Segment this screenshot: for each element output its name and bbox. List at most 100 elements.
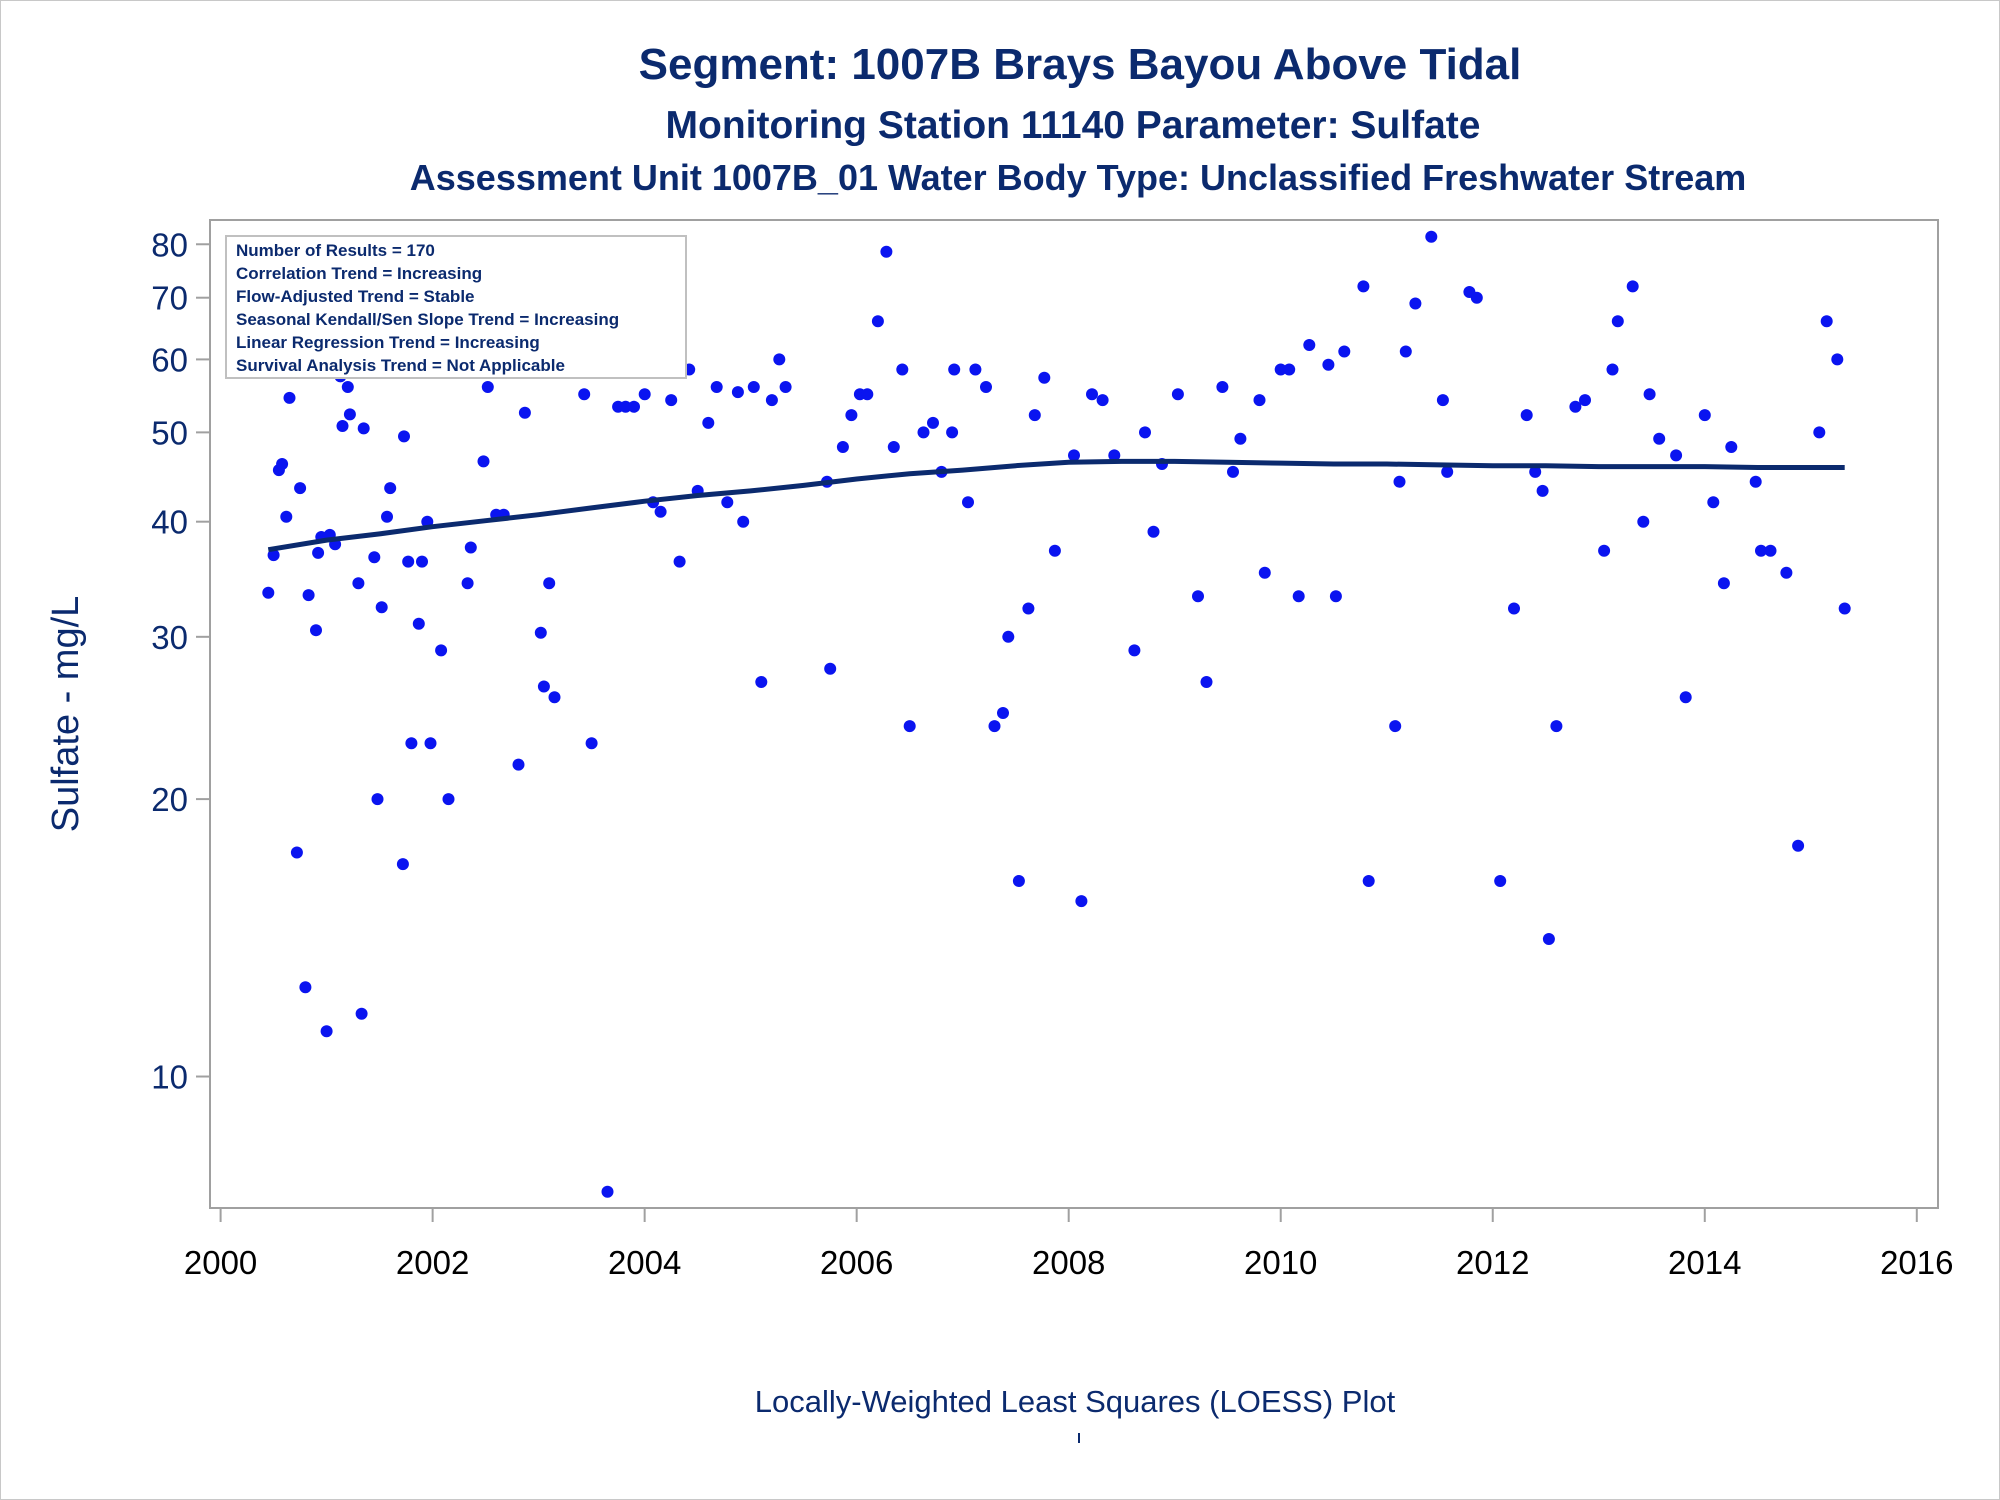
data-point [1436,394,1449,407]
data-point [1086,388,1098,401]
data-point [461,577,474,590]
data-point [1550,720,1563,733]
data-point [1200,676,1213,688]
data-point [343,408,356,421]
data-point [384,482,397,495]
data-point [619,400,632,413]
data-point [424,737,437,750]
data-point [1274,363,1287,376]
y-tick-label: 10 [151,1059,188,1096]
data-point [1108,449,1121,462]
data-point [1234,432,1247,445]
data-point [534,626,547,639]
data-point [336,420,349,432]
x-tick-label: 2006 [820,1244,893,1281]
data-point [477,455,490,468]
data-point [416,555,428,568]
x-tick-label: 2002 [396,1244,469,1281]
data-point [402,555,415,568]
x-tick-label: 2004 [608,1244,681,1281]
data-point [352,577,365,590]
data-point [962,496,974,509]
x-tick-label: 2016 [1880,1244,1953,1281]
data-point [262,586,275,599]
data-point [1838,602,1851,615]
scatter-points [262,230,1851,1198]
data-point [1707,496,1720,509]
data-point [1508,602,1520,615]
data-point [1637,515,1650,528]
stats-line-linear-regression: Linear Regression Trend = Increasing [236,333,540,352]
chart-subtitle-2: Assessment Unit 1007B_01 Water Body Type… [410,157,1747,198]
data-point [1717,577,1730,590]
data-point [1441,465,1454,478]
data-point [1227,465,1239,478]
data-point [442,793,455,806]
data-point [1362,875,1375,887]
data-point [980,381,992,393]
y-tick-label: 80 [151,226,188,263]
data-point [1425,230,1438,243]
data-point [1399,345,1412,358]
y-tick-label: 70 [151,280,188,317]
data-point [917,426,930,439]
data-point [1670,449,1683,462]
data-point [1338,345,1351,358]
data-point [481,381,494,393]
data-point [1536,484,1549,497]
data-point [396,858,409,871]
data-point [294,482,307,495]
data-point [665,394,678,407]
data-point [405,737,418,750]
data-point [1292,590,1305,603]
data-point [341,381,354,393]
data-point [721,496,734,509]
data-point [375,601,388,614]
data-point [1075,895,1088,908]
data-point [887,441,900,453]
data-point [280,510,293,523]
data-point [765,394,778,407]
data-point [283,391,296,404]
data-point [1606,363,1619,376]
data-point [1725,441,1738,453]
data-point [398,430,410,443]
data-point [312,546,325,559]
data-point [1598,544,1611,557]
data-point [880,245,893,258]
data-point [755,676,768,688]
data-point [320,1025,333,1038]
data-point [578,388,591,401]
data-point [903,720,916,733]
data-point [628,400,640,413]
x-tick-label: 2010 [1244,1244,1317,1281]
data-point [871,315,884,328]
data-point [1470,291,1483,304]
data-point [1755,544,1767,557]
data-point [543,577,556,590]
data-point [1698,409,1711,422]
data-point [737,515,750,528]
data-point [1048,544,1061,557]
data-point [1792,839,1805,852]
data-point [435,644,448,657]
stats-line-results: Number of Results = 170 [236,241,435,260]
data-point [836,441,849,453]
data-point [1068,449,1080,462]
data-point [1611,315,1624,328]
data-point [969,363,982,376]
data-point [1820,315,1833,328]
data-point [654,505,667,518]
data-point [368,551,381,564]
stats-line-flow-adjusted: Flow-Adjusted Trend = Stable [236,287,475,306]
data-point [1253,394,1266,407]
data-point [1002,630,1015,643]
data-point [1038,371,1051,384]
loess-line [267,458,1845,553]
stats-line-correlation: Correlation Trend = Increasing [236,264,482,283]
x-tick-label: 2014 [1668,1244,1741,1281]
data-point [1303,339,1316,351]
data-point [731,386,744,399]
loess-layer [267,458,1845,553]
data-point [512,758,525,771]
